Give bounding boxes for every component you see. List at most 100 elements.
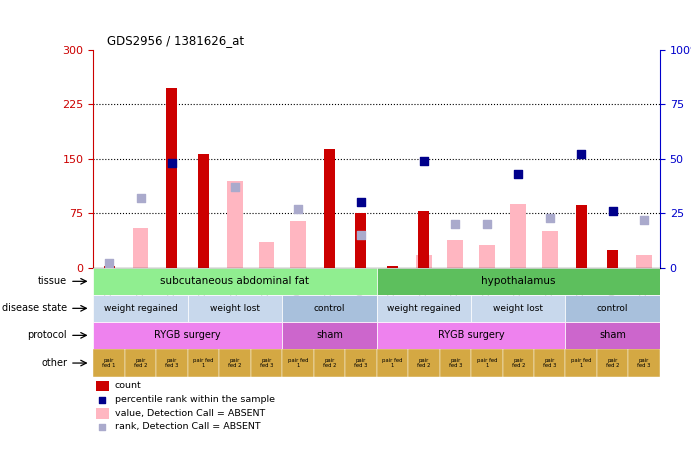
Bar (198, 154, 209, 268)
Bar (628, 349, 660, 377)
Bar (251, 349, 282, 377)
Text: pair
fed 3: pair fed 3 (260, 358, 273, 368)
Bar (471, 295, 565, 322)
Text: pair
fed 3: pair fed 3 (165, 358, 179, 368)
Bar (479, 245, 495, 268)
Bar (511, 204, 526, 268)
Bar (93, 268, 377, 295)
Point (607, 207, 618, 215)
Text: count: count (115, 382, 142, 391)
Bar (188, 295, 282, 322)
Text: tissue: tissue (38, 276, 67, 286)
Point (292, 205, 303, 213)
Bar (377, 268, 660, 295)
Text: weight lost: weight lost (493, 304, 543, 313)
Text: disease state: disease state (2, 303, 67, 313)
Text: percentile rank within the sample: percentile rank within the sample (115, 395, 275, 404)
Point (418, 157, 429, 165)
Bar (408, 349, 439, 377)
Bar (258, 242, 274, 268)
Text: protocol: protocol (28, 330, 67, 340)
Point (229, 183, 240, 191)
Bar (324, 149, 335, 268)
Bar (282, 349, 314, 377)
Text: sham: sham (599, 330, 626, 340)
Bar (597, 349, 628, 377)
Text: pair
fed 2: pair fed 2 (323, 358, 336, 368)
Text: pair fed
1: pair fed 1 (571, 358, 591, 368)
Text: weight regained: weight regained (387, 304, 461, 313)
Bar (565, 349, 597, 377)
Text: subcutaneous abdominal fat: subcutaneous abdominal fat (160, 276, 310, 286)
Bar (448, 240, 463, 268)
Text: sham: sham (316, 330, 343, 340)
Bar (576, 205, 587, 268)
Bar (636, 255, 652, 268)
Point (545, 214, 556, 221)
Text: pair
fed 3: pair fed 3 (448, 358, 462, 368)
Bar (439, 349, 471, 377)
Point (135, 194, 146, 202)
Bar (125, 349, 156, 377)
Bar (542, 231, 558, 268)
Point (513, 170, 524, 178)
Bar (345, 349, 377, 377)
Text: pair fed
1: pair fed 1 (287, 358, 308, 368)
Text: pair fed
1: pair fed 1 (382, 358, 403, 368)
Text: pair fed
1: pair fed 1 (193, 358, 214, 368)
Point (97, 423, 108, 430)
Text: pair fed
1: pair fed 1 (477, 358, 497, 368)
Bar (387, 266, 398, 268)
Bar (314, 349, 345, 377)
Bar (418, 211, 429, 268)
Point (481, 220, 492, 228)
Bar (377, 349, 408, 377)
Text: weight lost: weight lost (210, 304, 260, 313)
Text: hypothalamus: hypothalamus (481, 276, 556, 286)
Text: pair
fed 2: pair fed 2 (417, 358, 430, 368)
Point (104, 260, 115, 267)
Bar (133, 228, 149, 268)
Text: weight regained: weight regained (104, 304, 178, 313)
Bar (282, 322, 377, 349)
Bar (565, 295, 660, 322)
Point (355, 231, 366, 239)
Bar (377, 295, 471, 322)
Text: pair
fed 1: pair fed 1 (102, 358, 116, 368)
Text: pair
fed 3: pair fed 3 (543, 358, 556, 368)
Text: pair
fed 2: pair fed 2 (228, 358, 242, 368)
Bar (290, 220, 305, 268)
Text: value, Detection Call = ABSENT: value, Detection Call = ABSENT (115, 409, 265, 418)
Point (576, 151, 587, 158)
Bar (534, 349, 565, 377)
Bar (96, 381, 108, 392)
Bar (282, 295, 377, 322)
Bar (227, 181, 243, 268)
Bar (167, 88, 178, 268)
Bar (502, 349, 534, 377)
Text: control: control (314, 304, 345, 313)
Bar (565, 322, 660, 349)
Bar (607, 250, 618, 268)
Text: rank, Detection Call = ABSENT: rank, Detection Call = ABSENT (115, 422, 261, 431)
Point (450, 220, 461, 228)
Bar (96, 408, 108, 419)
Bar (93, 349, 125, 377)
Bar (377, 322, 565, 349)
Text: RYGB surgery: RYGB surgery (154, 330, 221, 340)
Bar (416, 255, 432, 268)
Text: pair
fed 2: pair fed 2 (511, 358, 525, 368)
Bar (471, 349, 502, 377)
Text: pair
fed 3: pair fed 3 (354, 358, 368, 368)
Text: GDS2956 / 1381626_at: GDS2956 / 1381626_at (107, 35, 244, 47)
Point (167, 159, 178, 167)
Text: pair
fed 2: pair fed 2 (134, 358, 147, 368)
Bar (93, 295, 188, 322)
Point (355, 199, 366, 206)
Bar (156, 349, 188, 377)
Bar (188, 349, 219, 377)
Text: control: control (597, 304, 628, 313)
Bar (219, 349, 251, 377)
Text: pair
fed 3: pair fed 3 (638, 358, 651, 368)
Bar (355, 212, 366, 268)
